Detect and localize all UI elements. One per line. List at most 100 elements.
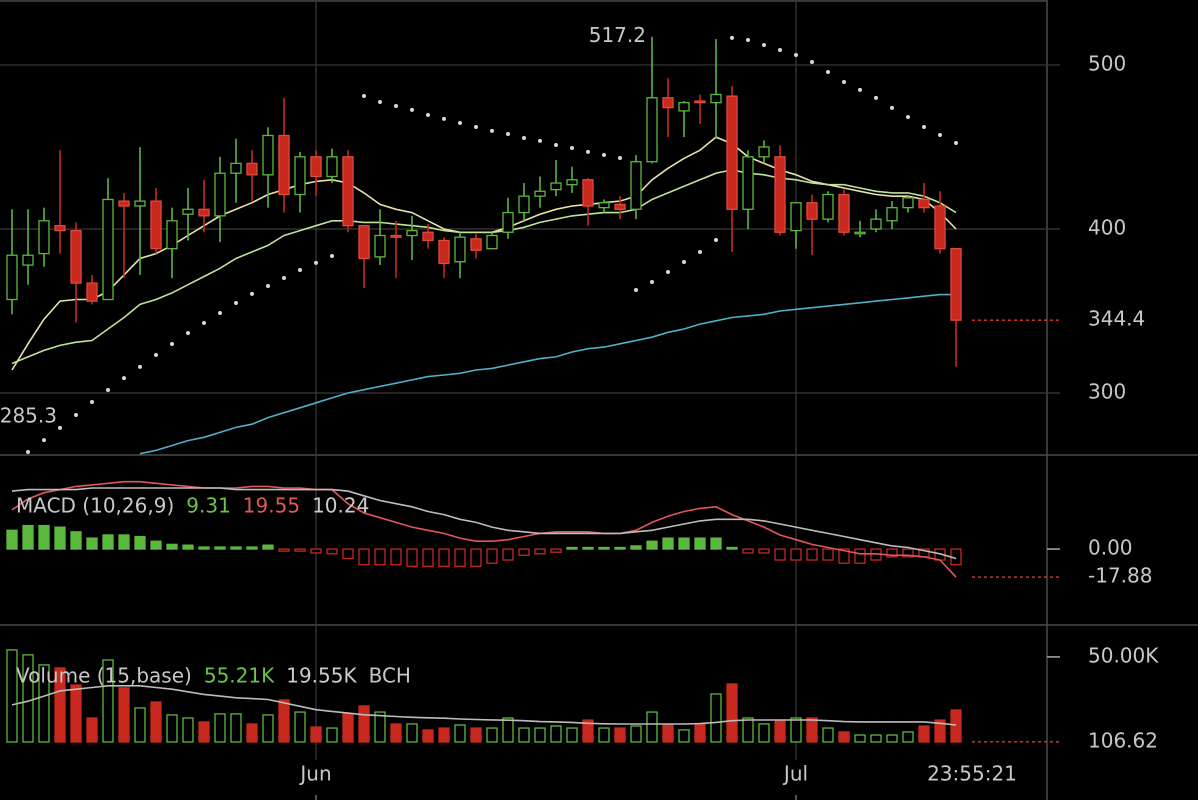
- candle-body: [934, 205, 946, 250]
- volume-bar: [710, 693, 722, 743]
- sar-dot: [730, 35, 734, 40]
- candle-body: [470, 238, 482, 251]
- volume-bar: [182, 717, 194, 743]
- histogram-bar: [758, 548, 770, 554]
- sar-dot: [650, 279, 654, 284]
- sar-dot: [154, 352, 158, 357]
- sar-dot: [586, 149, 590, 154]
- histogram-bar: [630, 545, 642, 550]
- volume-bar: [550, 725, 562, 743]
- sar-dot: [330, 254, 334, 259]
- sar-dot: [106, 388, 110, 393]
- candle-body: [550, 182, 562, 191]
- histogram-bar: [854, 548, 866, 564]
- y-tick-label: 50.00K: [1088, 643, 1159, 667]
- readout: 19.55K: [286, 664, 357, 688]
- volume-bar: [310, 726, 322, 743]
- candle-body: [166, 220, 178, 250]
- sar-dot: [490, 128, 494, 133]
- sar-dot: [618, 155, 622, 160]
- histogram-bar: [102, 534, 114, 550]
- indicator-title: MACD (10,26,9): [16, 494, 174, 518]
- histogram-bar: [678, 537, 690, 550]
- histogram-bar: [278, 548, 290, 552]
- sar-dot: [234, 300, 238, 305]
- candle-body: [358, 225, 370, 260]
- volume-bar: [566, 727, 578, 743]
- candle-body: [726, 95, 738, 210]
- candle-body: [710, 93, 722, 104]
- candle-body: [230, 162, 242, 174]
- histogram-bar: [582, 546, 594, 550]
- candle-body: [406, 229, 418, 237]
- volume-bar: [918, 725, 930, 743]
- volume-bar: [950, 709, 962, 743]
- volume-bar: [326, 727, 338, 743]
- last-value-label: 106.62: [1088, 728, 1158, 752]
- histogram-bar: [774, 548, 786, 561]
- volume-bar: [342, 713, 354, 743]
- volume-bar: [438, 727, 450, 743]
- sar-dot: [826, 70, 830, 75]
- sar-dot: [522, 135, 526, 140]
- candle-body: [566, 179, 578, 186]
- sar-dot: [378, 100, 382, 105]
- volume-bar: [854, 734, 866, 743]
- sar-dot: [842, 80, 846, 85]
- histogram-bar: [406, 548, 418, 567]
- sar-dot: [42, 438, 46, 443]
- histogram-bar: [6, 529, 18, 550]
- histogram-bar: [86, 537, 98, 550]
- sar-dot: [410, 107, 414, 112]
- sar-dot: [474, 124, 478, 129]
- sar-dot: [746, 38, 750, 43]
- histogram-bar: [790, 548, 802, 561]
- histogram-bar: [662, 537, 674, 550]
- sar-dot: [314, 260, 318, 265]
- line-series: [11, 169, 957, 365]
- histogram-bar: [246, 546, 258, 550]
- sar-dot: [922, 124, 926, 129]
- candle-body: [326, 156, 338, 178]
- sar-dot: [938, 132, 942, 137]
- min-label: 285.3: [0, 404, 57, 428]
- histogram-bar: [838, 548, 850, 564]
- x-tick-label: Jun: [298, 762, 331, 786]
- line-series: [139, 293, 956, 455]
- y-tick-label: 0.00: [1088, 536, 1133, 560]
- candle-body: [646, 97, 658, 163]
- sar-dot: [810, 60, 814, 65]
- histogram-bar: [166, 543, 178, 550]
- candle-body: [54, 225, 66, 232]
- histogram-bar: [118, 534, 130, 550]
- volume-bar: [246, 723, 258, 743]
- candle-body: [806, 202, 818, 220]
- sar-dot: [698, 249, 702, 254]
- volume-bar: [582, 719, 594, 743]
- candle-body: [134, 200, 146, 207]
- candle-body: [918, 198, 930, 209]
- candle-body: [758, 146, 770, 158]
- y-tick-label: 500: [1088, 51, 1126, 75]
- candle-body: [38, 220, 50, 255]
- volume-bar: [134, 707, 146, 743]
- readout: 10.24: [312, 494, 369, 518]
- histogram-bar: [310, 548, 322, 554]
- candle-body: [838, 193, 850, 233]
- volume-bar: [790, 717, 802, 743]
- volume-bar: [806, 717, 818, 743]
- sar-dot: [954, 141, 958, 146]
- candle-body: [22, 254, 34, 266]
- volume-bar: [198, 721, 210, 743]
- histogram-bar: [806, 548, 818, 561]
- sar-dot: [538, 138, 542, 143]
- unit-label: BCH: [369, 664, 411, 688]
- volume-bar: [230, 713, 242, 743]
- last-value-label: -17.88: [1088, 564, 1152, 588]
- sar-dot: [122, 376, 126, 381]
- histogram-bar: [614, 546, 626, 550]
- sar-dot: [634, 287, 638, 292]
- volume-bar: [278, 699, 290, 743]
- candle-body: [678, 102, 690, 112]
